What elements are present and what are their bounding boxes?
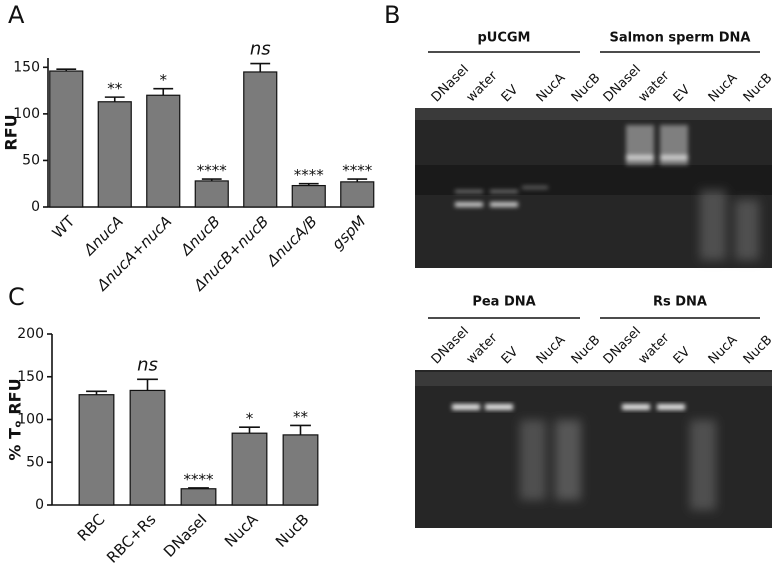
y-tick-label: 150 (17, 369, 44, 385)
x-tick-label: ΔnucA/B (263, 212, 321, 270)
y-axis-label: % Tₒ RFU (6, 378, 25, 460)
lane-label: NucB (741, 333, 772, 368)
y-tick-label: 100 (17, 412, 44, 428)
x-tick-label: WT (49, 212, 79, 242)
lane-label: DNaseI (429, 62, 472, 105)
x-tick-label: ΔnucA (80, 212, 127, 259)
lane-label: NucB (741, 71, 772, 106)
significance-label: ns (137, 354, 158, 375)
bar (49, 70, 84, 208)
bar (180, 488, 217, 506)
y-tick-label: 200 (17, 326, 44, 342)
y-tick-label: 150 (13, 59, 40, 75)
gel-group-title: Rs DNA (653, 295, 707, 310)
lane-label: EV (499, 345, 522, 368)
lane-label: NucB (569, 333, 604, 368)
y-axis-label: RFU (2, 114, 21, 150)
x-tick-label: NucB (272, 510, 312, 550)
significance-label: **** (342, 162, 373, 180)
panel-label: B (384, 1, 400, 29)
bar (97, 101, 132, 208)
gel-image (415, 370, 772, 528)
bar (231, 432, 268, 506)
y-tick-label: 0 (31, 199, 40, 215)
significance-label: * (160, 71, 168, 89)
significance-label: **** (184, 470, 215, 488)
gel-group-title: Pea DNA (472, 295, 535, 310)
lane-label: DNaseI (429, 324, 472, 367)
panel-label: C (8, 283, 25, 311)
significance-label: **** (294, 166, 325, 184)
gel-image (415, 108, 772, 268)
significance-label: ** (107, 80, 123, 98)
y-tick-label: 50 (26, 454, 44, 470)
lane-label: EV (671, 83, 694, 106)
bar (194, 180, 229, 208)
x-tick-label: RBC (74, 510, 109, 545)
x-tick-label: DNaseI (160, 510, 211, 561)
x-tick-label: gspM (328, 212, 369, 253)
bar (340, 181, 375, 208)
bar (146, 94, 181, 208)
bar (78, 394, 115, 506)
lane-label: DNaseI (601, 62, 644, 105)
significance-label: ns (250, 39, 271, 60)
panel-label: A (8, 1, 25, 29)
bar (129, 389, 166, 506)
y-tick-label: 0 (35, 497, 44, 513)
lane-label: NucB (569, 71, 604, 106)
lane-label: EV (671, 345, 694, 368)
y-tick-label: 50 (22, 152, 40, 168)
significance-label: **** (197, 162, 228, 180)
bar (291, 184, 326, 208)
significance-label: ** (293, 408, 309, 426)
bar (282, 434, 319, 506)
lane-label: NucA (706, 71, 741, 106)
x-tick-label: ΔnucB (177, 212, 224, 259)
bar (243, 71, 278, 208)
x-tick-label: NucA (221, 510, 262, 551)
lane-label: NucA (534, 333, 569, 368)
significance-label: * (246, 410, 254, 428)
gel-group-title: Salmon sperm DNA (610, 31, 751, 46)
lane-label: DNaseI (601, 324, 644, 367)
lane-label: NucA (706, 333, 741, 368)
x-tick-label: RBC+Rs (103, 510, 160, 567)
lane-label: NucA (534, 71, 569, 106)
lane-label: EV (499, 83, 522, 106)
y-tick-label: 100 (13, 106, 40, 122)
gel-group-title: pUCGM (477, 31, 530, 46)
